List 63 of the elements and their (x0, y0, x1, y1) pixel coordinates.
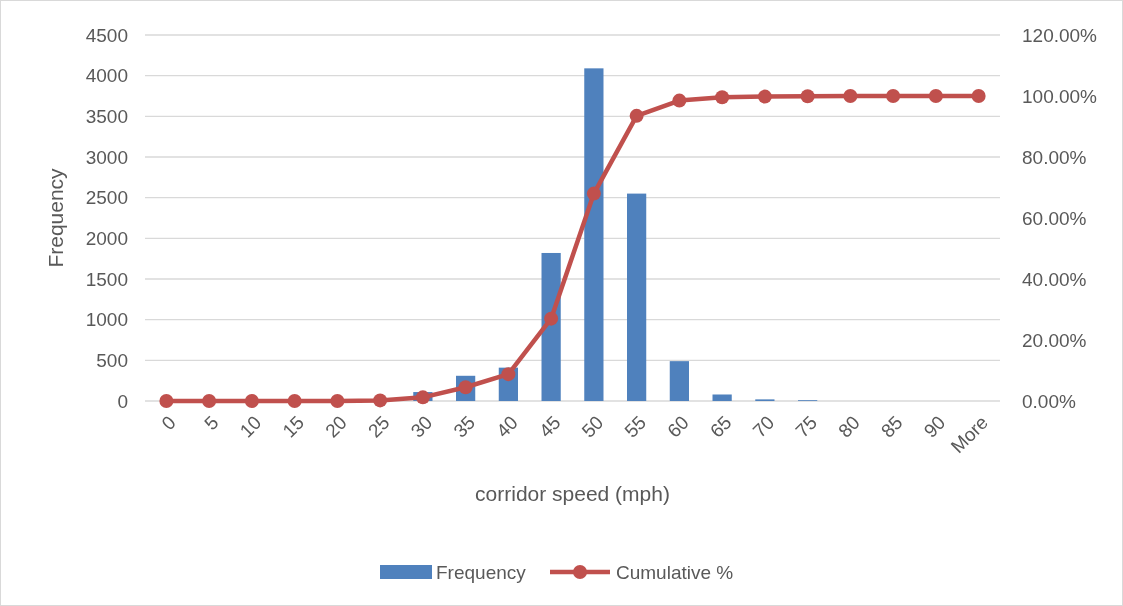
point (544, 311, 559, 326)
x-tick-label: 55 (620, 411, 651, 442)
y-tick-label: 1000 (85, 309, 128, 331)
point (971, 89, 986, 103)
point (757, 89, 772, 104)
x-tick-label: 80 (834, 411, 864, 442)
legend-label: Cumulative % (616, 561, 734, 583)
x-tick-label: 35 (449, 411, 480, 442)
y2-tick-label: 120.00% (1022, 24, 1098, 46)
point (159, 394, 174, 408)
y2-tick-label: 80.00% (1022, 146, 1087, 168)
point (373, 393, 388, 408)
bar (584, 68, 604, 401)
x-tick-label: 15 (278, 411, 309, 442)
y2-tick-label: 40.00% (1022, 268, 1087, 290)
point (501, 367, 516, 382)
bar (669, 361, 689, 401)
y-axis-title: Frequency (44, 167, 67, 268)
point (244, 394, 259, 408)
point (672, 93, 687, 108)
y-tick-label: 0 (117, 390, 128, 412)
point (629, 108, 644, 123)
point (202, 394, 217, 408)
y-tick-label: 2500 (85, 187, 128, 209)
x-tick-label: 25 (363, 411, 394, 442)
y2-tick-label: 0.00% (1022, 390, 1076, 412)
x-tick-label: 5 (200, 411, 223, 435)
x-tick-label: 50 (577, 411, 608, 442)
point (415, 390, 430, 405)
point (928, 89, 943, 103)
point (843, 89, 858, 103)
legend-label: Frequency (436, 561, 527, 583)
y-tick-label: 4500 (85, 24, 128, 46)
y2-tick-label: 60.00% (1022, 207, 1087, 229)
x-tick-label: 70 (748, 411, 779, 442)
x-axis-title: corridor speed (mph) (475, 482, 670, 505)
x-tick-label: 85 (876, 411, 907, 442)
point (715, 90, 730, 105)
point (330, 394, 345, 408)
point (586, 186, 601, 201)
y-tick-label: 3500 (85, 105, 128, 127)
point (287, 394, 302, 408)
y-tick-label: 4000 (85, 65, 128, 87)
bar (712, 394, 732, 401)
x-tick-label: 30 (406, 411, 437, 442)
y-tick-label: 1500 (85, 268, 128, 290)
x-tick-label: 60 (663, 411, 693, 442)
x-tick-label: 40 (492, 411, 522, 442)
point (886, 89, 901, 103)
x-tick-label: 10 (235, 411, 266, 442)
y-tick-label: 3000 (85, 146, 128, 168)
y2-tick-label: 20.00% (1022, 329, 1087, 351)
x-tick-label: 0 (157, 411, 180, 435)
x-tick-label: 20 (321, 411, 351, 442)
point (800, 89, 815, 104)
x-tick-label: 75 (791, 411, 822, 442)
x-tick-label: 65 (705, 411, 736, 442)
y2-tick-label: 100.00% (1022, 85, 1098, 107)
y-tick-label: 500 (96, 349, 128, 371)
bar (627, 193, 647, 401)
x-tick-label: 45 (534, 411, 565, 442)
y-tick-label: 2000 (85, 227, 128, 249)
x-tick-label: 90 (919, 411, 950, 442)
